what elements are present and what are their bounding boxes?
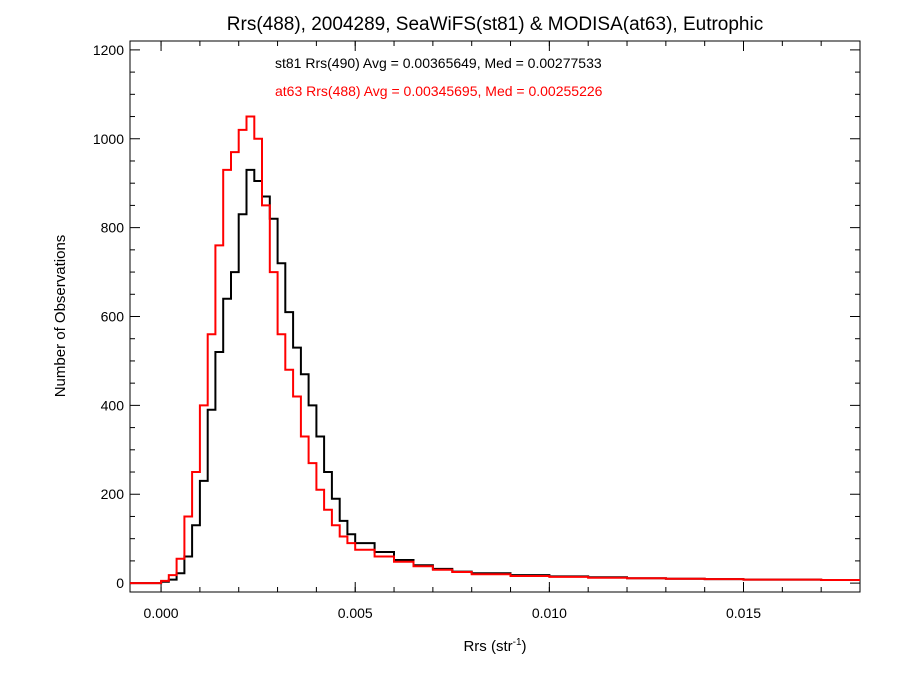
x-tick-label: 0.005 [338,605,373,621]
x-axis-label-suffix: ) [522,638,527,655]
y-tick-label: 800 [101,220,125,236]
chart-title: Rrs(488), 2004289, SeaWiFS(st81) & MODIS… [227,14,763,35]
x-axis-label: Rrs (str-1) [463,637,526,655]
x-tick-label: 0.000 [144,605,179,621]
annotation-st81-stats: st81 Rrs(490) Avg = 0.00365649, Med = 0.… [275,55,602,71]
y-tick-label: 1200 [93,42,124,58]
y-axis-label: Number of Observations [52,235,69,398]
y-tick-label: 400 [101,397,125,413]
annotation-at63-stats: at63 Rrs(488) Avg = 0.00345695, Med = 0.… [275,83,603,99]
x-axis-label-superscript: -1 [513,637,522,648]
y-tick-label: 1000 [93,131,124,147]
y-tick-label: 0 [116,575,124,591]
series-line-at63 [130,115,860,585]
y-tick-label: 600 [101,309,125,325]
plot-area: 0.000 0.005 0.010 0.015 0 200 400 600 800 1000 120… [93,40,861,621]
x-tick-label: 0.015 [726,605,761,621]
x-axis-label-main: Rrs (str [463,638,512,655]
x-tick-label: 0.010 [532,605,567,621]
y-tick-label: 200 [101,486,125,502]
